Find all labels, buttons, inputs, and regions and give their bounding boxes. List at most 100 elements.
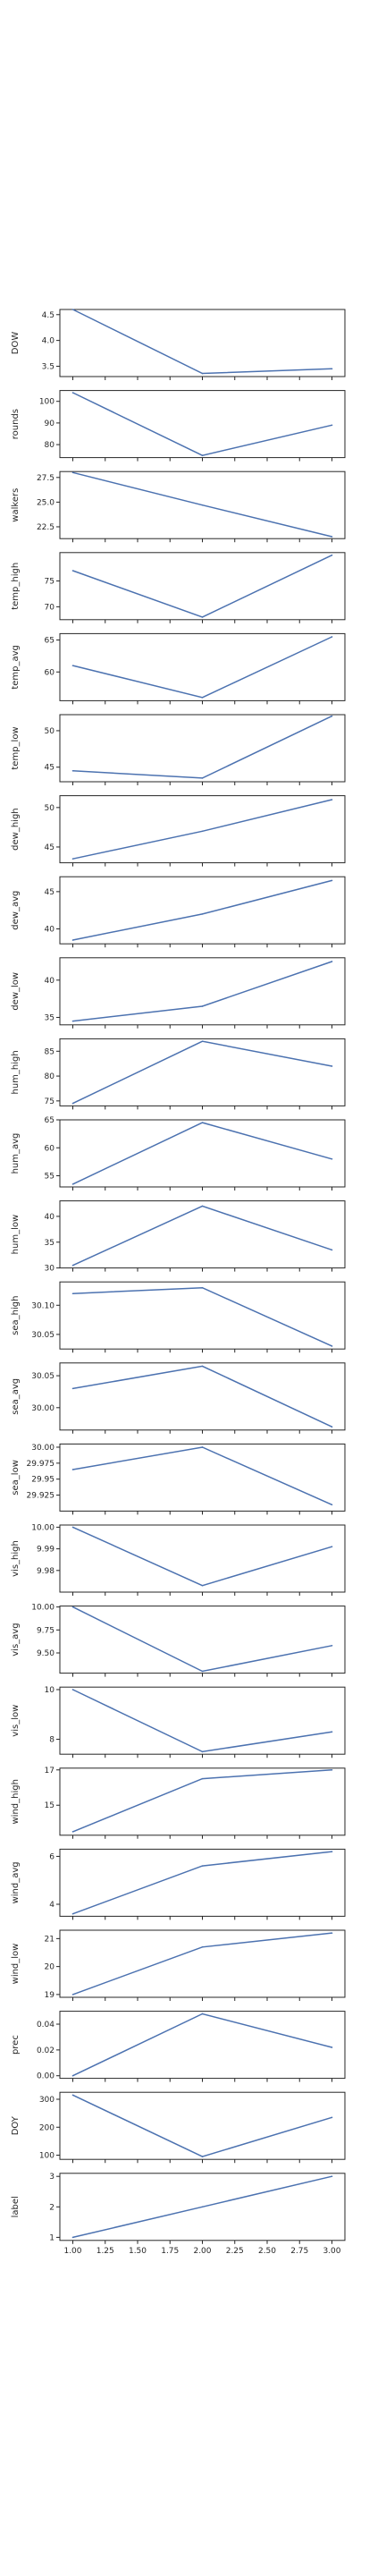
data-point bbox=[201, 372, 204, 375]
data-point bbox=[331, 1932, 333, 1934]
data-point bbox=[331, 879, 333, 882]
axes-frame bbox=[59, 714, 346, 783]
data-point bbox=[71, 1606, 74, 1608]
y-tick-label: 75 bbox=[45, 578, 55, 587]
data-point bbox=[331, 1426, 333, 1428]
y-tick-label: 45 bbox=[45, 764, 55, 773]
subplot-label: 1 2 3 1.00 1.25 1.50 1.75 2.00 2.25 2.50 2.75 3.00 l… bbox=[11, 2173, 346, 2256]
y-tick-label: 30.05 bbox=[31, 1372, 55, 1381]
y-tick-label: 3 bbox=[49, 2173, 55, 2182]
y-tick-label: 19 bbox=[45, 1991, 55, 2000]
axes-frame bbox=[59, 1200, 346, 1269]
data-point bbox=[71, 2074, 74, 2077]
data-point bbox=[331, 1065, 333, 1067]
y-tick-label: 45 bbox=[45, 843, 55, 852]
data-point bbox=[331, 1157, 333, 1160]
series-line bbox=[72, 636, 332, 699]
y-tick-label: 65 bbox=[45, 1116, 55, 1125]
y-tick-label: 9.75 bbox=[37, 1626, 55, 1635]
y-tick-label: 40 bbox=[45, 977, 55, 986]
y-tick-label: 45 bbox=[45, 888, 55, 897]
y-axis-label: vis_low bbox=[11, 1705, 21, 1737]
y-axis-label: rounds bbox=[11, 409, 21, 439]
y-tick-label: 80 bbox=[45, 441, 55, 450]
y-tick-label: 75 bbox=[45, 1097, 55, 1106]
y-tick-label: 20 bbox=[45, 1963, 55, 1972]
data-point bbox=[71, 309, 74, 310]
data-point bbox=[201, 1365, 204, 1368]
data-point bbox=[201, 1865, 204, 1867]
y-axis-label: wind_high bbox=[11, 1779, 21, 1824]
series-line bbox=[72, 1606, 332, 1673]
subplot-temp_low: 45 50 temp_low bbox=[11, 714, 346, 785]
data-point bbox=[71, 1469, 74, 1470]
y-tick-label: 40 bbox=[45, 1213, 55, 1222]
data-point bbox=[201, 777, 204, 779]
y-axis-label: dew_high bbox=[11, 808, 21, 850]
y-axis-label: hum_avg bbox=[11, 1133, 21, 1174]
y-tick-label: 2 bbox=[49, 2203, 55, 2212]
axes-frame bbox=[59, 957, 346, 1026]
y-axis-label: sea_low bbox=[11, 1460, 21, 1496]
subplot-hum_low: 30 35 40 hum_low bbox=[11, 1200, 346, 1274]
y-tick-label: 4 bbox=[49, 1901, 55, 1910]
series-line bbox=[72, 555, 332, 618]
y-tick-label: 9.99 bbox=[37, 1546, 55, 1555]
series-line bbox=[72, 309, 332, 375]
y-tick-label: 55 bbox=[45, 1173, 55, 1182]
data-point bbox=[201, 1286, 204, 1289]
data-point bbox=[71, 1020, 74, 1022]
y-tick-label: 10.00 bbox=[31, 1604, 55, 1613]
data-point bbox=[331, 715, 333, 717]
y-axis-label: hum_high bbox=[11, 1050, 21, 1094]
data-point bbox=[201, 1005, 204, 1007]
y-tick-label: 50 bbox=[45, 804, 55, 813]
y-tick-label: 90 bbox=[45, 419, 55, 428]
y-tick-label: 65 bbox=[45, 637, 55, 646]
subplot-rounds: 80 90 100 rounds bbox=[11, 390, 346, 462]
y-tick-label: 29.975 bbox=[27, 1460, 55, 1469]
data-point bbox=[331, 1768, 333, 1771]
y-axis-label: DOY bbox=[11, 2115, 21, 2135]
y-tick-label: 1 bbox=[49, 2233, 55, 2242]
y-tick-label: 100 bbox=[39, 398, 55, 407]
y-tick-label: 30.00 bbox=[31, 1444, 55, 1453]
subplot-DOY: 100 200 300 DOY bbox=[11, 2091, 346, 2164]
data-point bbox=[201, 830, 204, 833]
subplot-sea_avg: 30.00 30.05 sea_avg bbox=[11, 1362, 346, 1434]
y-axis-label: temp_low bbox=[11, 726, 21, 769]
y-tick-label: 29.925 bbox=[27, 1492, 55, 1501]
data-point bbox=[331, 1644, 333, 1647]
subplot-wind_low: 19 20 21 wind_low bbox=[11, 1929, 346, 2001]
series-line bbox=[72, 1932, 332, 1996]
data-point bbox=[201, 1040, 204, 1042]
data-point bbox=[331, 554, 333, 556]
data-point bbox=[331, 2175, 333, 2178]
series-line bbox=[72, 1122, 332, 1185]
axes-frame bbox=[59, 309, 346, 377]
y-tick-label: 30.00 bbox=[31, 1404, 55, 1413]
series-line bbox=[72, 1365, 332, 1428]
series-line bbox=[72, 1689, 332, 1753]
y-axis-label: vis_high bbox=[11, 1540, 21, 1577]
y-tick-label: 0.04 bbox=[37, 2021, 55, 2029]
data-point bbox=[71, 858, 74, 860]
y-tick-label: 9.50 bbox=[37, 1649, 55, 1658]
data-point bbox=[71, 471, 74, 474]
x-tick-label: 2.50 bbox=[258, 2247, 276, 2256]
y-axis-label: vis_avg bbox=[11, 1623, 21, 1656]
subplot-walkers: 22.5 25.0 27.5 walkers bbox=[11, 470, 346, 543]
series-line bbox=[72, 1526, 332, 1587]
subplot-dew_high: 45 50 dew_high bbox=[11, 795, 346, 867]
data-point bbox=[331, 2046, 333, 2048]
subplot-temp_high: 70 75 temp_high bbox=[11, 552, 346, 623]
y-tick-label: 200 bbox=[39, 2123, 55, 2132]
y-tick-label: 30 bbox=[45, 1265, 55, 1274]
y-tick-label: 27.5 bbox=[37, 474, 55, 483]
y-axis-label: prec bbox=[11, 2035, 21, 2055]
axes-frame bbox=[59, 1443, 346, 1512]
y-tick-label: 85 bbox=[45, 1047, 55, 1056]
y-tick-label: 25.0 bbox=[37, 498, 55, 507]
data-point bbox=[331, 536, 333, 538]
y-tick-label: 60 bbox=[45, 668, 55, 677]
